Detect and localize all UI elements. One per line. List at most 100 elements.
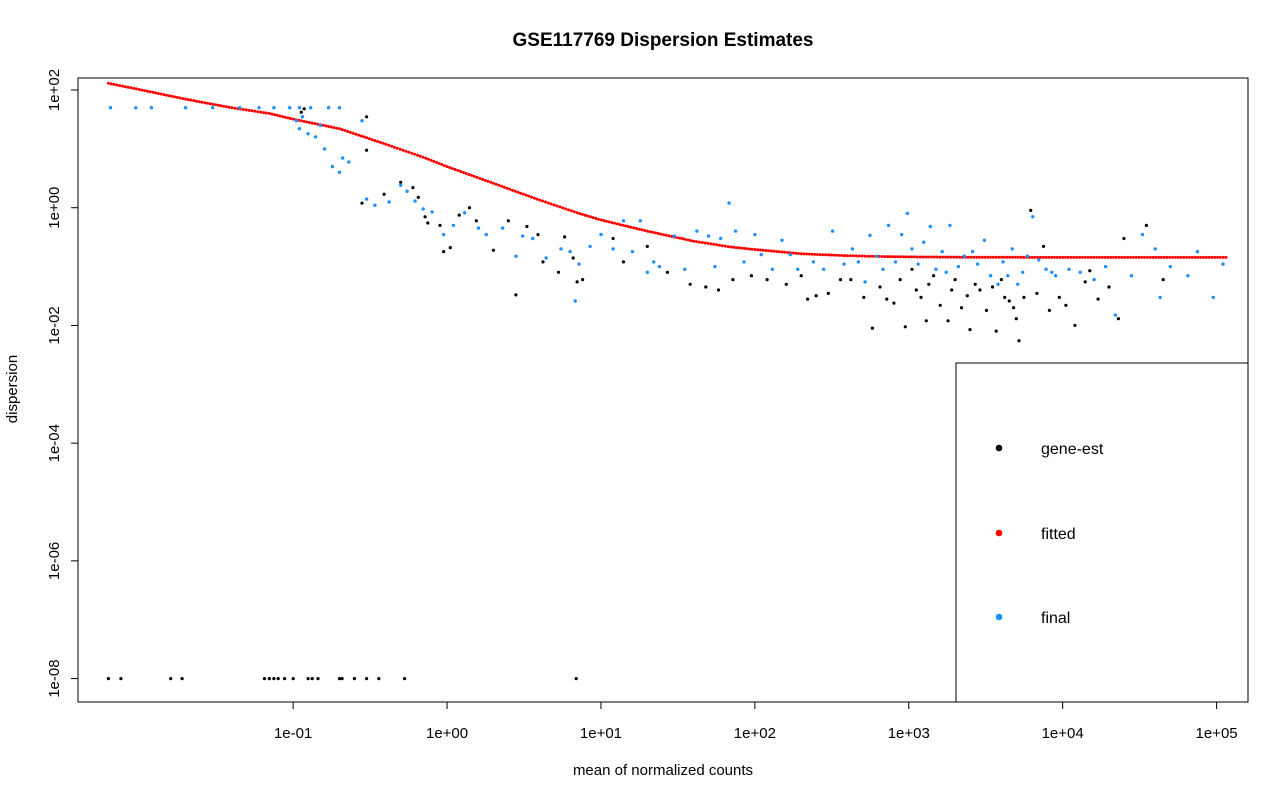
fitted-point (824, 253, 828, 257)
fitted-point (1129, 255, 1132, 259)
gene-est-point (403, 677, 407, 681)
fitted-point (106, 81, 110, 85)
fitted-point (1224, 255, 1228, 259)
fitted-point (418, 154, 422, 158)
fitted-point (459, 170, 463, 173)
fitted-point (195, 99, 198, 103)
final-point (886, 223, 891, 228)
fitted-point (989, 255, 992, 259)
final-point (621, 219, 626, 223)
y-tick-label: 1e-04 (46, 424, 63, 462)
fitted-point (456, 169, 460, 172)
final-point (742, 260, 746, 264)
final-point (1078, 270, 1082, 274)
x-axis-label: mean of normalized counts (573, 762, 753, 779)
fitted-point (159, 92, 163, 96)
fitted-point (729, 245, 733, 249)
legend-label-final: final (1041, 610, 1070, 627)
fitted-point (580, 212, 584, 216)
fitted-point (1120, 255, 1124, 259)
fitted-point (1075, 255, 1079, 259)
fitted-point (969, 255, 973, 259)
fitted-point (398, 147, 402, 151)
fitted-point (1066, 255, 1070, 259)
gene-est-point (938, 303, 942, 307)
fitted-point (972, 255, 976, 259)
fitted-point (1000, 255, 1004, 259)
final-point (916, 262, 920, 266)
fitted-point (678, 236, 682, 240)
fitted-point (1188, 255, 1191, 259)
fitted-point (552, 203, 556, 207)
fitted-point (316, 122, 320, 126)
fitted-point (1182, 255, 1186, 259)
fitted-point (986, 255, 990, 259)
final-point (476, 226, 481, 230)
fitted-point (1005, 255, 1009, 259)
final-point (399, 183, 403, 187)
gene-est-point (1116, 317, 1120, 321)
fitted-point (706, 241, 710, 245)
final-point (318, 123, 322, 128)
fitted-point (734, 246, 738, 250)
gene-est-point (1088, 269, 1092, 273)
fitted-point (921, 255, 925, 259)
fitted-point (1014, 255, 1017, 259)
fitted-point (648, 230, 652, 234)
fitted-point (1112, 255, 1115, 259)
gene-est-point (536, 233, 540, 237)
final-point (501, 226, 505, 230)
fitted-point (313, 122, 317, 126)
fitted-point (1193, 255, 1197, 259)
fitted-point (799, 252, 803, 256)
final-point (822, 267, 826, 271)
fitted-point (1055, 255, 1059, 259)
fitted-point (390, 144, 394, 148)
final-point (868, 233, 872, 237)
fitted-point (1204, 255, 1208, 259)
fitted-point (278, 114, 282, 118)
final-point (573, 299, 577, 303)
final-point (1031, 215, 1035, 219)
gene-est-point (306, 677, 310, 681)
fitted-point (643, 229, 647, 232)
fitted-point (1095, 255, 1099, 259)
fitted-point (1202, 255, 1205, 259)
fitted-point (941, 255, 945, 259)
y-tick-label: 1e-08 (46, 659, 63, 697)
final-point (944, 270, 948, 274)
fitted-point (1179, 255, 1183, 259)
fitted-point (742, 246, 746, 250)
gene-est-point (1107, 285, 1111, 289)
fitted-point (835, 253, 839, 257)
fitted-point (1218, 255, 1222, 259)
final-point (309, 106, 313, 110)
fitted-point (1207, 255, 1211, 259)
fitted-point (955, 255, 959, 259)
final-point (956, 264, 961, 269)
fitted-point (448, 166, 452, 170)
gene-est-point (784, 282, 788, 286)
fitted-point (338, 127, 341, 131)
fitted-point (1019, 255, 1023, 259)
fitted-point (621, 223, 625, 227)
final-point (322, 147, 327, 151)
fitted-point (264, 111, 268, 115)
gene-est-point (826, 291, 830, 295)
fitted-point (1044, 255, 1048, 259)
fitted-point (827, 253, 830, 257)
fitted-point (321, 123, 325, 127)
fitted-point (807, 252, 811, 256)
fitted-point (756, 248, 760, 252)
fitted-point (489, 180, 493, 184)
gene-est-point (1022, 295, 1026, 299)
final-point (1113, 313, 1118, 317)
fitted-point (888, 255, 892, 259)
fitted-point (929, 255, 933, 259)
fitted-point (247, 108, 251, 112)
fitted-point (416, 153, 419, 157)
final-point (788, 252, 792, 257)
fitted-point (189, 98, 193, 102)
fitted-point (1162, 255, 1166, 259)
fitted-point (165, 93, 168, 97)
